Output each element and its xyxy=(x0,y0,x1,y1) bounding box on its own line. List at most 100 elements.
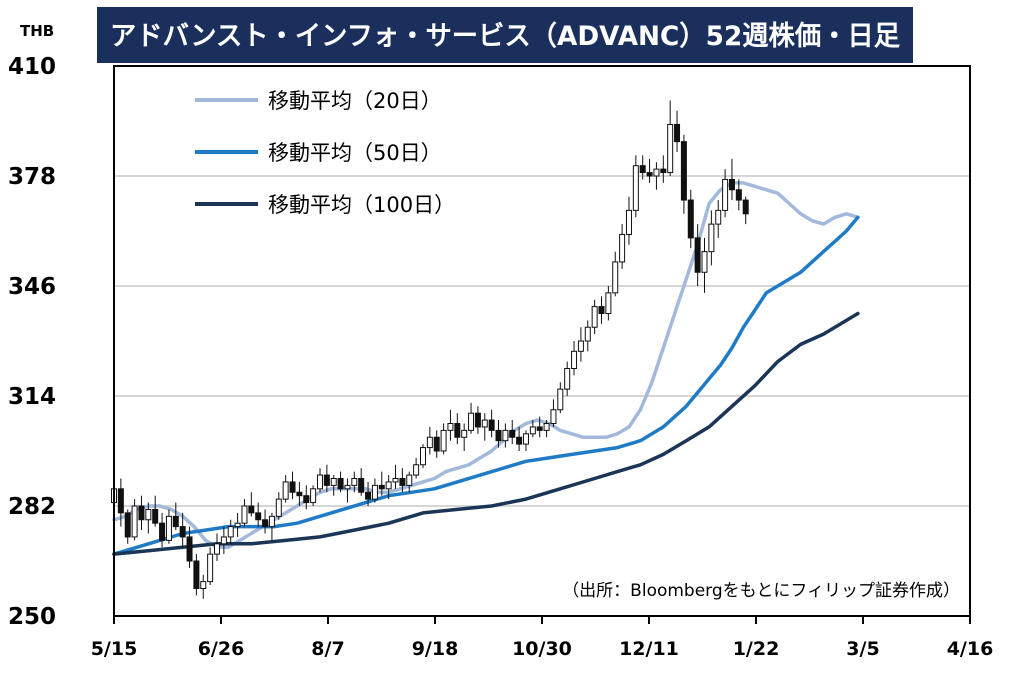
candle-body xyxy=(426,436,433,449)
x-tick-label: 3/5 xyxy=(846,638,879,660)
candle-body xyxy=(351,478,358,486)
candle-body xyxy=(165,515,172,541)
candle-body xyxy=(577,340,584,352)
candle-body xyxy=(186,536,193,562)
candle-body xyxy=(550,409,557,424)
candle-body xyxy=(495,429,502,442)
candle-body xyxy=(509,429,516,438)
candle-body xyxy=(564,368,571,390)
candle-body xyxy=(522,433,529,445)
candle-body xyxy=(481,419,488,428)
candle-body xyxy=(378,484,385,490)
candle-body xyxy=(419,447,426,466)
candle-body xyxy=(262,519,269,528)
candle-body xyxy=(728,178,735,191)
legend: 移動平均（20日） 移動平均（50日） 移動平均（100日） xyxy=(195,89,455,217)
unit-label: THB xyxy=(20,22,54,40)
x-tick-label: 9/18 xyxy=(412,638,459,660)
candle-body xyxy=(337,478,344,490)
y-tick-label: 346 xyxy=(8,274,56,300)
plot-area xyxy=(114,66,970,616)
candle-body xyxy=(371,484,378,500)
candle-body xyxy=(529,426,536,435)
candle-body xyxy=(303,495,310,504)
candle-body xyxy=(227,526,234,538)
candle-body xyxy=(399,478,406,486)
candle-body xyxy=(701,251,708,273)
candle-body xyxy=(365,491,372,500)
candle-body xyxy=(344,484,351,490)
x-tick-label: 4/16 xyxy=(947,638,994,660)
candle-body xyxy=(680,141,687,201)
y-tick-label: 378 xyxy=(8,164,56,190)
candle-body xyxy=(213,543,220,555)
legend-label-ma50: 移動平均（50日） xyxy=(268,141,442,165)
candle-body xyxy=(543,423,550,431)
candle-body xyxy=(179,526,186,538)
y-tick-label: 250 xyxy=(8,604,56,630)
y-tick-label: 314 xyxy=(8,384,56,410)
candle-body xyxy=(447,423,454,431)
candle-body xyxy=(255,512,262,521)
candle-body xyxy=(275,498,282,517)
candle-body xyxy=(612,261,619,294)
ma-series-line xyxy=(112,311,860,556)
candle-body xyxy=(241,505,248,524)
candle-body xyxy=(282,481,289,500)
x-tick-label: 8/7 xyxy=(311,638,344,660)
candle-body xyxy=(742,199,749,215)
y-tick-label: 410 xyxy=(8,54,56,80)
candle-body xyxy=(220,536,227,545)
candle-body xyxy=(516,436,523,445)
y-tick-label: 282 xyxy=(8,494,56,520)
candle-body xyxy=(687,199,694,239)
candle-body xyxy=(502,429,509,442)
candle-body xyxy=(598,306,605,314)
candle-body xyxy=(172,515,179,528)
candle-body xyxy=(248,505,255,514)
candle-body xyxy=(632,165,639,211)
legend-label-ma20: 移動平均（20日） xyxy=(268,89,442,113)
candle-body xyxy=(392,478,399,483)
candle-body xyxy=(591,306,598,328)
candle-body xyxy=(653,168,660,177)
plot-border xyxy=(113,65,971,617)
candle-body xyxy=(152,508,159,524)
candle-body xyxy=(660,168,667,174)
candle-body xyxy=(468,412,475,431)
candle-body xyxy=(619,233,626,263)
chart-title: アドバンスト・インフォ・サービス（ADVANC）52週株価・日足 xyxy=(110,21,900,52)
x-tick-label: 12/11 xyxy=(619,638,679,660)
candle-body xyxy=(440,429,447,452)
candle-body xyxy=(289,481,296,493)
x-tick-label: 10/30 xyxy=(512,638,572,660)
candle-body xyxy=(323,474,330,486)
candle-body xyxy=(159,522,166,541)
candle-body xyxy=(193,560,200,589)
legend-label-ma100: 移動平均（100日） xyxy=(268,193,455,217)
candle-body xyxy=(605,292,612,314)
candlesticks xyxy=(111,100,749,599)
y-axis-ticks: 410 378 346 314 282 250 xyxy=(8,54,56,630)
candle-body xyxy=(358,478,365,493)
candle-body xyxy=(584,326,591,342)
candle-body xyxy=(625,209,632,235)
source-note: （出所：Bloombergをもとにフィリップ証券作成） xyxy=(562,581,960,601)
candle-body xyxy=(200,581,207,589)
candle-body xyxy=(268,515,275,528)
candle-body xyxy=(694,237,701,273)
candle-body xyxy=(722,178,729,211)
candle-body xyxy=(138,505,145,521)
candle-body xyxy=(735,189,742,201)
x-axis-ticks: 5/15 6/26 8/7 9/18 10/30 12/11 1/22 3/5 4/16 xyxy=(91,616,994,660)
candle-body xyxy=(708,223,715,253)
candle-body xyxy=(667,123,674,174)
candle-body xyxy=(674,123,681,143)
candle-body xyxy=(488,419,495,431)
candle-body xyxy=(454,423,461,438)
candle-body xyxy=(413,464,420,476)
candle-body xyxy=(296,491,303,497)
candle-body xyxy=(330,478,337,486)
candle-body xyxy=(571,350,578,369)
